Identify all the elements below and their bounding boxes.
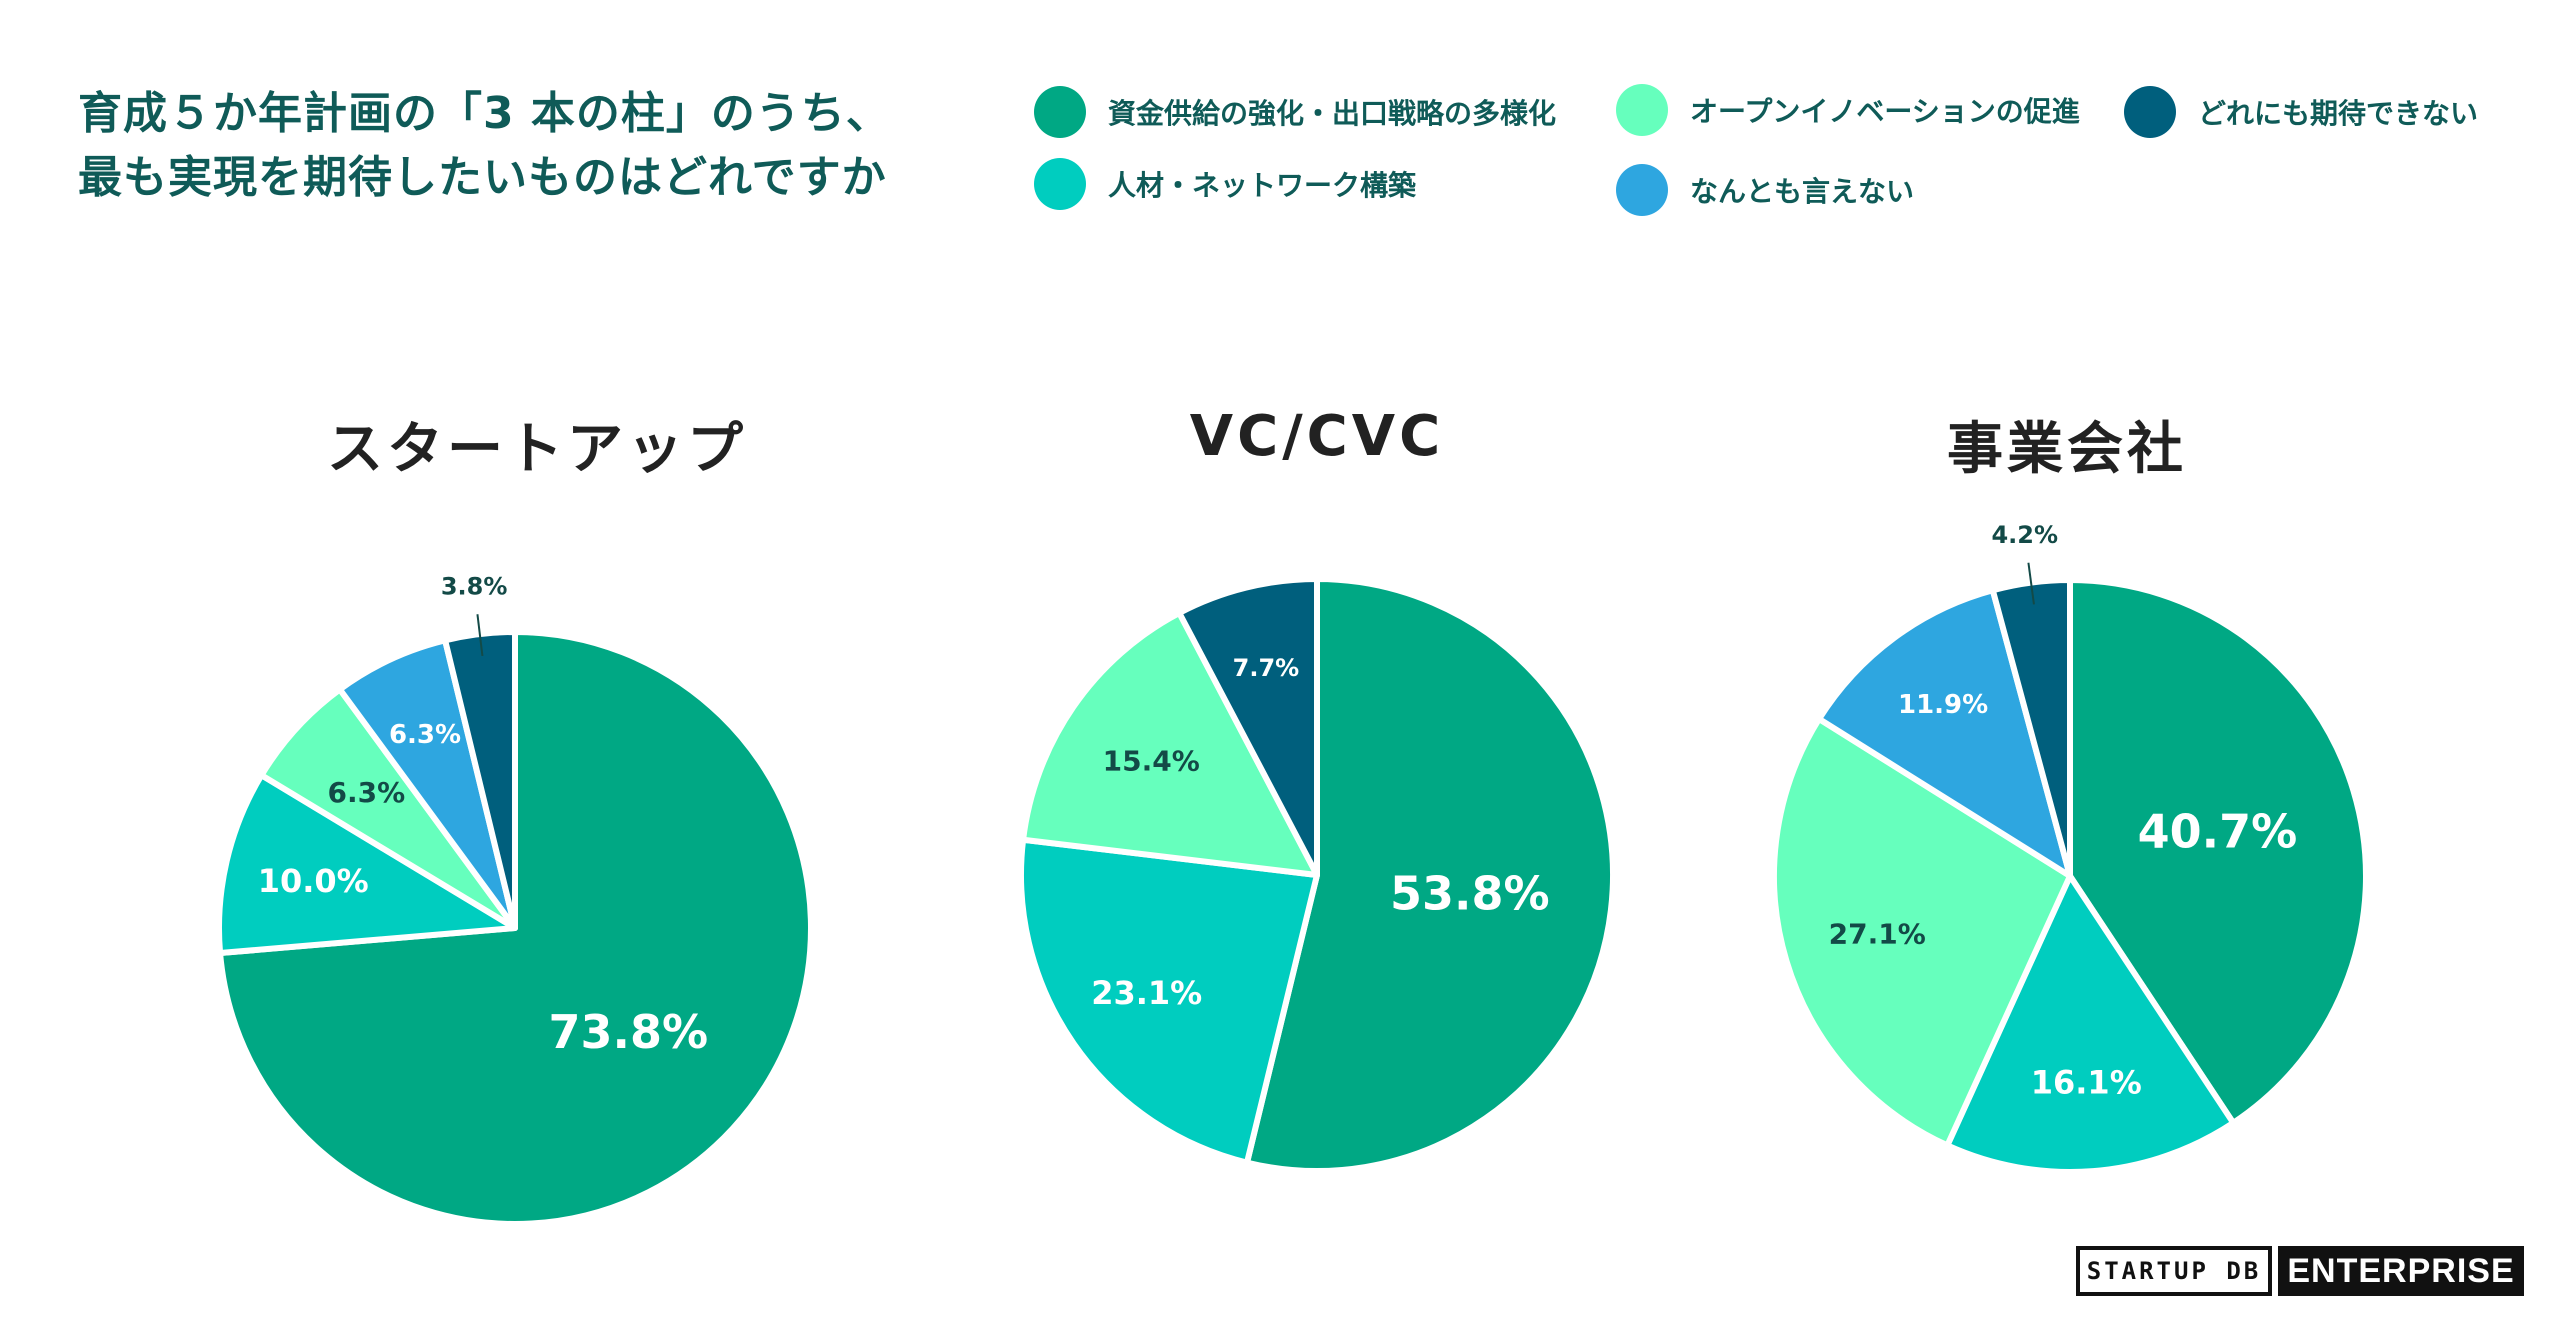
data-label-undecided: 6.3% xyxy=(389,720,461,750)
data-label-talent: 16.1% xyxy=(2031,1064,2142,1102)
logo-enterprise: ENTERPRISE xyxy=(2278,1246,2524,1296)
legend-label: どれにも期待できない xyxy=(2198,97,2479,130)
data-label-open-innovation: 27.1% xyxy=(1829,917,1926,950)
pie-slice-open-innovation xyxy=(1771,715,2073,1149)
data-label-talent: 10.0% xyxy=(258,862,369,900)
pie-slice-open-innovation xyxy=(1020,609,1320,878)
data-label-undecided: 11.9% xyxy=(1898,690,1988,720)
pie-slice-talent xyxy=(1944,873,2237,1175)
data-label-open-innovation: 15.4% xyxy=(1103,744,1200,777)
legend-swatch xyxy=(1034,158,1086,210)
pie-slice-talent xyxy=(216,772,518,957)
legend-label: 資金供給の強化・出口戦略の多様化 xyxy=(1108,97,1557,130)
pie-slice-undecided xyxy=(1816,587,2073,879)
legend-item-funding: 資金供給の強化・出口戦略の多様化 xyxy=(1034,86,1556,138)
legend-label: なんとも言えない xyxy=(1690,175,1915,208)
pie-title-company: 事業会社 xyxy=(1947,417,2187,482)
pie-slice-none xyxy=(1176,576,1320,878)
legend-swatch xyxy=(1034,86,1086,138)
data-label-none: 3.8% xyxy=(441,572,508,600)
pie-slice-talent xyxy=(1018,836,1320,1166)
data-label-funding: 40.7% xyxy=(2138,805,2298,859)
legend-swatch xyxy=(2124,86,2176,138)
data-label-none: 4.2% xyxy=(1991,521,2058,549)
logo-startup-db: STARTUP DB xyxy=(2076,1246,2272,1296)
legend-item-open-innovation: オープンイノベーションの促進 xyxy=(1616,84,2080,136)
pie-title-vc: VC/CVC xyxy=(1189,404,1445,469)
legend-label: オープンイノベーションの促進 xyxy=(1690,95,2080,128)
chart-main-title: 育成５か年計画の「3 本の柱」のうち、 最も実現を期待したいものはどれですか xyxy=(78,82,891,210)
pie-slice-funding xyxy=(1244,576,1616,1174)
legend-label: 人材・ネットワーク構築 xyxy=(1108,169,1417,202)
data-label-open-innovation: 6.3% xyxy=(328,776,406,809)
legend-swatch xyxy=(1616,84,1668,136)
data-label-none: 7.7% xyxy=(1233,654,1300,682)
legend-swatch xyxy=(1616,164,1668,216)
data-label-funding: 53.8% xyxy=(1390,866,1550,920)
legend-item-undecided: なんとも言えない xyxy=(1616,164,1914,216)
pie-1: 53.8% 23.1% 15.4% 7.7% xyxy=(1018,576,1616,1174)
pie-2: 40.7% 16.1% 27.1% 11.9% 4.2% xyxy=(1771,521,2369,1175)
title-line-2: 最も実現を期待したいものはどれですか xyxy=(78,152,887,203)
data-label-funding: 73.8% xyxy=(549,1005,709,1059)
leader-line xyxy=(476,614,484,657)
brand-logo: STARTUP DB ENTERPRISE xyxy=(2076,1246,2524,1296)
data-label-talent: 23.1% xyxy=(1091,974,1202,1012)
title-line-1: 育成５か年計画の「3 本の柱」のうち、 xyxy=(78,88,891,139)
pie-0: 73.8% 10.0% 6.3% 6.3% 3.8% xyxy=(216,572,814,1227)
leader-line xyxy=(2027,562,2035,605)
legend-item-talent: 人材・ネットワーク構築 xyxy=(1034,158,1416,210)
pie-title-startup: スタートアップ xyxy=(327,417,747,482)
legend-item-none: どれにも期待できない xyxy=(2124,86,2478,138)
